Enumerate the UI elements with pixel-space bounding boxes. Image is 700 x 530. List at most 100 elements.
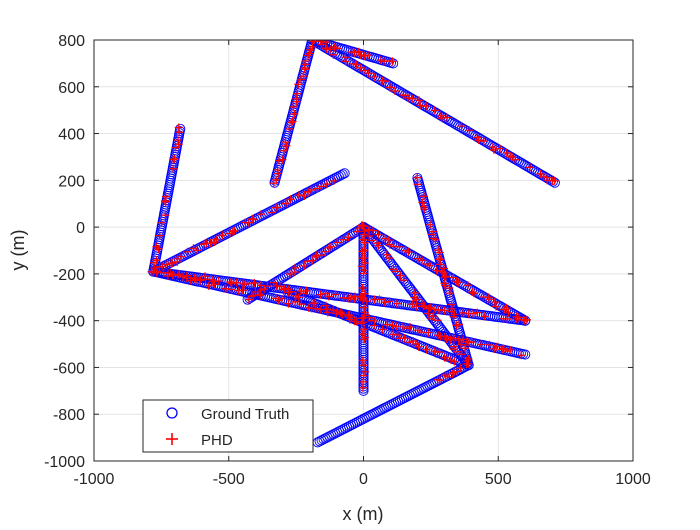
phd-estimate-point xyxy=(361,333,370,342)
phd-estimate-point xyxy=(420,205,429,214)
phd-estimate-point xyxy=(353,227,362,236)
phd-estimate-point xyxy=(352,317,361,326)
phd-estimate-point xyxy=(275,156,284,165)
ground-truth-point xyxy=(405,283,416,294)
phd-estimate-point xyxy=(358,383,367,392)
phd-estimate-point xyxy=(282,141,291,150)
phd-estimate-point xyxy=(240,280,249,289)
phd-estimate-point xyxy=(479,137,488,146)
phd-estimate-point xyxy=(290,268,299,277)
phd-estimate-point xyxy=(403,93,412,102)
phd-estimate-point xyxy=(389,330,398,339)
phd-estimate-point xyxy=(452,321,461,330)
phd-estimate-point xyxy=(418,256,427,265)
phd-estimate-point xyxy=(468,288,477,297)
phd-estimate-point xyxy=(449,312,458,321)
phd-estimate-point xyxy=(454,335,463,344)
phd-estimate-point xyxy=(285,270,294,279)
series-phd xyxy=(147,40,559,392)
x-tick-label: 1000 xyxy=(615,471,651,488)
phd-estimate-point xyxy=(539,172,548,181)
phd-estimate-point xyxy=(360,303,369,312)
phd-estimate-point xyxy=(312,251,321,260)
phd-estimate-point xyxy=(498,345,507,354)
phd-estimate-point xyxy=(474,136,483,145)
phd-estimate-point xyxy=(206,239,215,248)
x-tick-label: -1000 xyxy=(74,471,115,488)
phd-estimate-point xyxy=(196,276,205,285)
phd-estimate-point xyxy=(449,334,458,343)
phd-estimate-point xyxy=(412,295,421,304)
phd-estimate-point xyxy=(443,113,452,122)
phd-estimate-point xyxy=(370,321,379,330)
ground-truth-point xyxy=(339,168,350,179)
phd-estimate-point xyxy=(381,234,390,243)
phd-estimate-point xyxy=(452,277,461,286)
phd-estimate-point xyxy=(360,230,369,239)
phd-estimate-point xyxy=(473,308,482,317)
phd-estimate-point xyxy=(449,368,458,377)
phd-estimate-point xyxy=(424,309,433,318)
phd-estimate-point xyxy=(321,44,330,53)
phd-estimate-point xyxy=(331,290,340,299)
phd-estimate-point xyxy=(358,247,367,256)
phd-estimate-point xyxy=(511,155,520,164)
phd-estimate-point xyxy=(158,262,167,271)
phd-estimate-point xyxy=(430,106,439,115)
phd-estimate-point xyxy=(415,96,423,105)
phd-estimate-point xyxy=(317,182,326,191)
phd-estimate-point xyxy=(312,40,314,43)
phd-estimate-point xyxy=(418,198,427,207)
phd-estimate-point xyxy=(514,313,523,322)
phd-estimate-point xyxy=(204,281,213,290)
phd-estimate-point xyxy=(192,275,201,284)
phd-estimate-point xyxy=(300,261,309,270)
phd-estimate-point xyxy=(308,256,317,265)
phd-estimate-point xyxy=(453,347,462,356)
phd-estimate-point xyxy=(212,235,221,244)
phd-estimate-point xyxy=(303,187,312,196)
phd-estimate-point xyxy=(365,231,374,240)
phd-estimate-point xyxy=(399,322,408,331)
phd-estimate-point xyxy=(405,338,414,347)
phd-estimate-point xyxy=(289,102,298,111)
phd-estimate-point xyxy=(294,190,303,199)
phd-estimate-point xyxy=(288,117,297,126)
phd-estimate-point xyxy=(278,155,287,164)
phd-estimate-point xyxy=(359,269,368,278)
phd-estimate-point xyxy=(422,345,431,354)
phd-estimate-point xyxy=(171,143,180,152)
phd-estimate-point xyxy=(469,289,478,298)
phd-estimate-point xyxy=(383,320,392,329)
phd-estimate-point xyxy=(370,72,379,81)
phd-estimate-point xyxy=(362,297,371,306)
phd-estimate-point xyxy=(341,57,350,66)
phd-estimate-point xyxy=(459,335,468,344)
y-tick-label: 0 xyxy=(76,220,85,237)
phd-estimate-point xyxy=(316,290,325,299)
phd-estimate-point xyxy=(152,268,161,277)
phd-estimate-point xyxy=(463,281,472,290)
phd-estimate-point xyxy=(336,309,345,318)
phd-estimate-point xyxy=(385,254,394,263)
phd-estimate-point xyxy=(193,246,202,255)
phd-estimate-point xyxy=(250,279,259,288)
phd-estimate-point xyxy=(322,180,331,189)
phd-estimate-point xyxy=(461,344,470,353)
phd-estimate-point xyxy=(480,312,489,321)
phd-estimate-point xyxy=(303,257,312,266)
phd-estimate-point xyxy=(329,50,338,59)
phd-estimate-point xyxy=(438,267,447,276)
phd-estimate-point xyxy=(338,310,347,319)
x-tick-label: 500 xyxy=(485,471,512,488)
y-tick-label: -1000 xyxy=(44,454,85,471)
phd-estimate-point xyxy=(360,335,369,344)
phd-estimate-point xyxy=(273,203,282,212)
phd-estimate-point xyxy=(329,305,338,314)
phd-estimate-point xyxy=(445,333,454,342)
phd-estimate-point xyxy=(310,299,319,308)
phd-estimate-point xyxy=(333,44,342,53)
phd-estimate-point xyxy=(496,144,505,153)
phd-estimate-point xyxy=(413,326,422,335)
